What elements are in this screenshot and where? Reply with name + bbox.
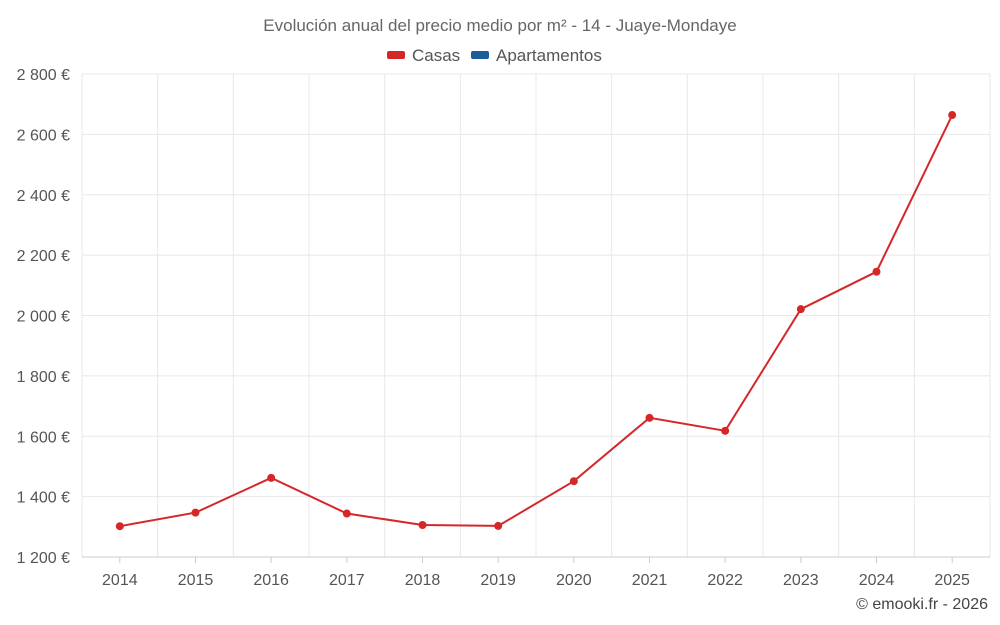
- legend-label-casas: Casas: [412, 46, 460, 65]
- chart-title: Evolución anual del precio medio por m² …: [263, 16, 736, 35]
- data-point-casas[interactable]: [115, 522, 124, 531]
- legend-swatch-casas: [387, 51, 405, 59]
- data-point-casas[interactable]: [418, 521, 427, 530]
- y-tick-label: 2 600 €: [17, 127, 70, 144]
- x-tick-label: 2020: [556, 572, 592, 589]
- data-point-casas[interactable]: [872, 267, 881, 276]
- y-tick-label: 2 400 €: [17, 188, 70, 205]
- x-tick-label: 2021: [632, 572, 668, 589]
- x-tick-label: 2022: [707, 572, 743, 589]
- grid: [81, 73, 991, 558]
- y-tick-label: 1 600 €: [17, 429, 70, 446]
- data-point-casas[interactable]: [342, 509, 351, 518]
- x-tick-label: 2023: [783, 572, 819, 589]
- credit-text: © emooki.fr - 2026: [856, 596, 988, 613]
- data-point-casas[interactable]: [267, 473, 276, 482]
- x-tick-label: 2024: [859, 572, 895, 589]
- data-point-casas[interactable]: [569, 477, 578, 486]
- x-tick-label: 2018: [405, 572, 441, 589]
- y-tick-label: 2 000 €: [17, 309, 70, 326]
- y-tick-label: 1 800 €: [17, 369, 70, 386]
- series-casas: [115, 111, 957, 531]
- series-line-casas: [119, 114, 954, 528]
- legend-swatch-apartamentos: [471, 51, 489, 59]
- x-tick-label: 2015: [178, 572, 214, 589]
- x-axis: 2014 2015 2016 2017 2018 2019 2020 2021 2022 2023…: [82, 556, 990, 589]
- x-tick-label: 2014: [102, 572, 138, 589]
- data-point-casas[interactable]: [645, 413, 654, 422]
- data-point-casas[interactable]: [796, 305, 805, 314]
- x-tick-label: 2025: [934, 572, 970, 589]
- x-tick-label: 2016: [253, 572, 289, 589]
- y-tick-label: 1 400 €: [17, 490, 70, 507]
- y-tick-label: 2 800 €: [17, 67, 70, 84]
- y-tick-label: 2 200 €: [17, 248, 70, 265]
- legend: Casas Apartamentos: [387, 46, 602, 65]
- data-point-casas[interactable]: [948, 111, 957, 120]
- data-point-casas[interactable]: [721, 426, 730, 435]
- data-point-casas[interactable]: [191, 508, 200, 517]
- legend-item-apartamentos[interactable]: Apartamentos: [471, 46, 602, 65]
- legend-label-apartamentos: Apartamentos: [496, 46, 602, 65]
- data-point-casas[interactable]: [494, 521, 503, 530]
- x-tick-label: 2019: [480, 572, 516, 589]
- legend-item-casas[interactable]: Casas: [387, 46, 460, 65]
- y-axis: 1 200 € 1 400 € 1 600 € 1 800 € 2 000 € 2 200…: [17, 67, 70, 567]
- x-tick-label: 2017: [329, 572, 365, 589]
- y-tick-label: 1 200 €: [17, 550, 70, 567]
